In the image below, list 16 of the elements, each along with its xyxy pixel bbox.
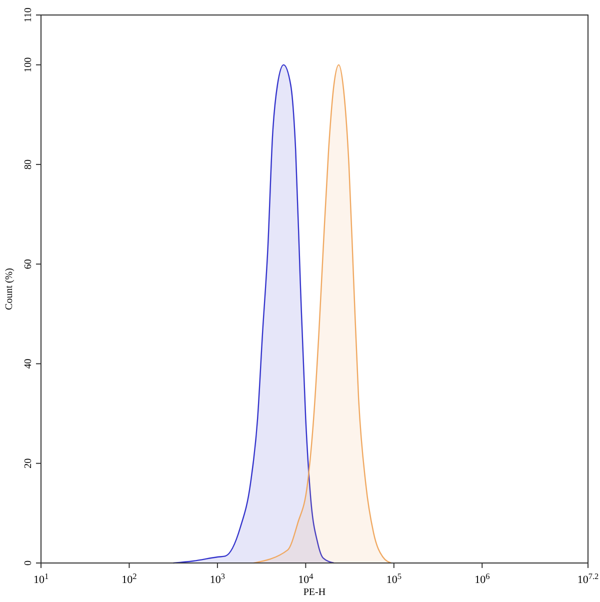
y-tick-label: 110 [23,8,34,22]
x-tick-label: 10$^{3}$ [210,572,226,586]
y-tick-label: 60 [23,259,34,270]
x-tick-label: 10$^{4}$ [298,572,314,586]
x-tick-label: 10$^{1}$ [33,572,49,586]
y-tick-label: 20 [23,458,34,468]
x-tick-label: 10$^{2}$ [122,572,137,586]
y-axis-title: Count (%) [4,268,15,310]
x-tick-label: 10$^{7.2}$ [577,572,599,586]
y-tick-label: 100 [23,57,34,72]
y-tick-label: 80 [23,159,34,170]
x-axis-title: PE-H [303,587,326,598]
x-tick-label: 10$^{6}$ [474,572,490,586]
y-tick-label: 40 [23,358,34,369]
y-tick-label: 0 [23,560,34,566]
x-tick-label: 10$^{5}$ [386,572,402,586]
